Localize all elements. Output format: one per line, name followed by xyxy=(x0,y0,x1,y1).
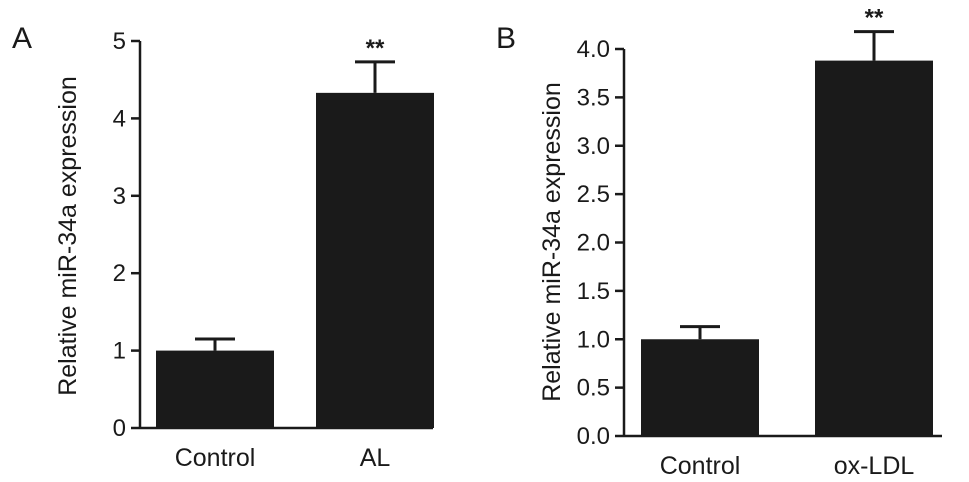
y-tick-label: 0 xyxy=(113,415,126,442)
panel-label: B xyxy=(496,22,516,55)
significance-marker: ** xyxy=(865,5,884,32)
bar xyxy=(156,350,274,428)
y-tick-label: 4.0 xyxy=(577,36,610,63)
y-tick-label: 1.0 xyxy=(577,326,610,353)
y-tick-label: 0.5 xyxy=(577,375,610,402)
y-tick-label: 3.5 xyxy=(577,84,610,111)
category-label: Control xyxy=(660,452,741,480)
y-axis-title: Relative miR-34a expression xyxy=(54,76,82,396)
y-tick-label: 1.5 xyxy=(577,278,610,305)
y-tick-label: 4 xyxy=(113,105,126,132)
bar xyxy=(641,339,759,436)
y-axis-title: Relative miR-34a expression xyxy=(538,82,566,402)
y-tick-label: 2.5 xyxy=(577,181,610,208)
y-tick-label: 3.0 xyxy=(577,133,610,160)
bar xyxy=(316,92,434,428)
category-label: ox-LDL xyxy=(834,452,915,480)
chart-panel-a: A Relative miR-34a expression 0 1 2 3 4 5 Contro… xyxy=(12,22,434,472)
category-label: Control xyxy=(175,444,256,472)
category-label: AL xyxy=(360,444,391,472)
y-tick-label: 5 xyxy=(113,28,126,55)
chart-panel-b: B Relative miR-34a expression 0.0 0.5 1.0 1.5… xyxy=(496,5,942,480)
bar xyxy=(815,60,933,437)
panel-label: A xyxy=(12,22,32,55)
y-tick-label: 2 xyxy=(113,260,126,287)
significance-marker: ** xyxy=(366,35,385,62)
y-tick-label: 0.0 xyxy=(577,423,610,450)
y-tick-label: 2.0 xyxy=(577,230,610,257)
y-tick-label: 1 xyxy=(113,338,126,365)
y-tick-label: 3 xyxy=(113,183,126,210)
